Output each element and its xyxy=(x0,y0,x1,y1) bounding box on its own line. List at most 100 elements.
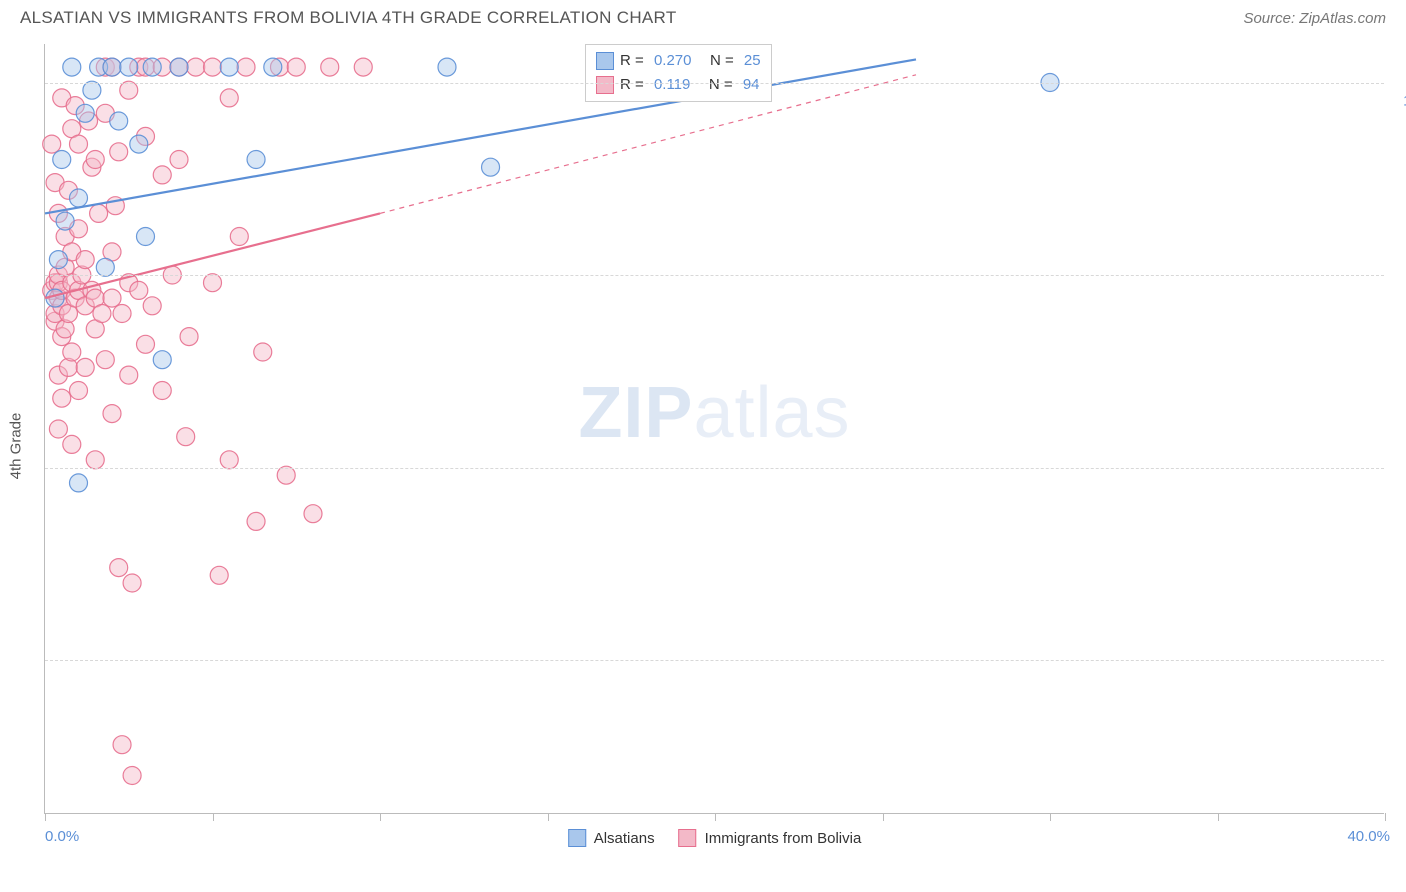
data-point xyxy=(70,189,88,207)
gridline xyxy=(45,83,1384,84)
data-point xyxy=(187,58,205,76)
legend-r-value: 0.270 xyxy=(654,49,692,73)
y-axis-title: 4th Grade xyxy=(8,413,25,480)
data-point xyxy=(76,251,94,269)
data-point xyxy=(153,351,171,369)
series-legend-item: Alsatians xyxy=(568,829,655,847)
data-point xyxy=(86,151,104,169)
legend-swatch xyxy=(679,829,697,847)
data-point xyxy=(120,366,138,384)
data-point xyxy=(83,81,101,99)
series-legend: Alsatians Immigrants from Bolivia xyxy=(568,829,862,847)
data-point xyxy=(177,428,195,446)
x-tick xyxy=(380,813,381,821)
data-point xyxy=(180,328,198,346)
legend-swatch xyxy=(596,52,614,70)
y-tick-label: 97.5% xyxy=(1394,285,1406,302)
data-point xyxy=(304,505,322,523)
data-point xyxy=(277,466,295,484)
scatter-plot-svg xyxy=(45,44,1384,813)
legend-row: R = 0.270 N = 25 xyxy=(596,49,761,73)
data-point xyxy=(49,420,67,438)
data-point xyxy=(113,305,131,323)
gridline xyxy=(45,275,1384,276)
x-axis-max-label: 40.0% xyxy=(1347,828,1390,845)
x-tick xyxy=(715,813,716,821)
x-tick xyxy=(213,813,214,821)
data-point xyxy=(103,289,121,307)
data-point xyxy=(482,158,500,176)
data-point xyxy=(220,89,238,107)
data-point xyxy=(354,58,372,76)
legend-r-label: R = xyxy=(620,73,648,97)
legend-n-label: N = xyxy=(697,49,737,73)
data-point xyxy=(254,343,272,361)
data-point xyxy=(264,58,282,76)
chart-title: ALSATIAN VS IMMIGRANTS FROM BOLIVIA 4TH … xyxy=(20,8,677,28)
data-point xyxy=(113,736,131,754)
legend-n-value: 25 xyxy=(744,49,761,73)
gridline xyxy=(45,660,1384,661)
series-legend-item: Immigrants from Bolivia xyxy=(679,829,862,847)
data-point xyxy=(49,251,67,269)
data-point xyxy=(137,335,155,353)
data-point xyxy=(76,104,94,122)
data-point xyxy=(247,151,265,169)
data-point xyxy=(70,382,88,400)
data-point xyxy=(438,58,456,76)
data-point xyxy=(170,58,188,76)
data-point xyxy=(247,512,265,530)
legend-r-label: R = xyxy=(620,49,648,73)
data-point xyxy=(210,566,228,584)
data-point xyxy=(53,151,71,169)
data-point xyxy=(204,274,222,292)
y-tick-label: 92.5% xyxy=(1394,670,1406,687)
data-point xyxy=(63,435,81,453)
data-point xyxy=(103,58,121,76)
legend-n-value: 94 xyxy=(743,73,760,97)
data-point xyxy=(53,389,71,407)
y-tick-label: 100.0% xyxy=(1394,92,1406,109)
x-axis-min-label: 0.0% xyxy=(45,828,79,845)
data-point xyxy=(130,135,148,153)
x-tick xyxy=(548,813,549,821)
correlation-legend: R = 0.270 N = 25R = 0.119 N = 94 xyxy=(585,44,772,102)
legend-swatch xyxy=(568,829,586,847)
data-point xyxy=(153,382,171,400)
data-point xyxy=(120,58,138,76)
x-tick xyxy=(1218,813,1219,821)
data-point xyxy=(63,343,81,361)
data-point xyxy=(237,58,255,76)
x-tick xyxy=(45,813,46,821)
data-point xyxy=(70,135,88,153)
data-point xyxy=(220,58,238,76)
data-point xyxy=(120,81,138,99)
data-point xyxy=(143,297,161,315)
x-tick xyxy=(1050,813,1051,821)
data-point xyxy=(43,135,61,153)
data-point xyxy=(321,58,339,76)
gridline xyxy=(45,468,1384,469)
data-point xyxy=(90,204,108,222)
data-point xyxy=(153,166,171,184)
data-point xyxy=(96,351,114,369)
source-attribution: Source: ZipAtlas.com xyxy=(1243,10,1386,27)
data-point xyxy=(56,212,74,230)
data-point xyxy=(103,405,121,423)
data-point xyxy=(170,151,188,169)
data-point xyxy=(63,58,81,76)
data-point xyxy=(76,358,94,376)
chart-plot-area: ZIPatlas R = 0.270 N = 25R = 0.119 N = 9… xyxy=(44,44,1384,814)
series-name: Alsatians xyxy=(594,830,655,847)
data-point xyxy=(143,58,161,76)
legend-r-value: 0.119 xyxy=(654,73,690,97)
data-point xyxy=(93,305,111,323)
data-point xyxy=(96,258,114,276)
data-point xyxy=(230,228,248,246)
data-point xyxy=(287,58,305,76)
data-point xyxy=(123,574,141,592)
legend-row: R = 0.119 N = 94 xyxy=(596,73,761,97)
data-point xyxy=(110,143,128,161)
data-point xyxy=(110,559,128,577)
legend-swatch xyxy=(596,76,614,94)
